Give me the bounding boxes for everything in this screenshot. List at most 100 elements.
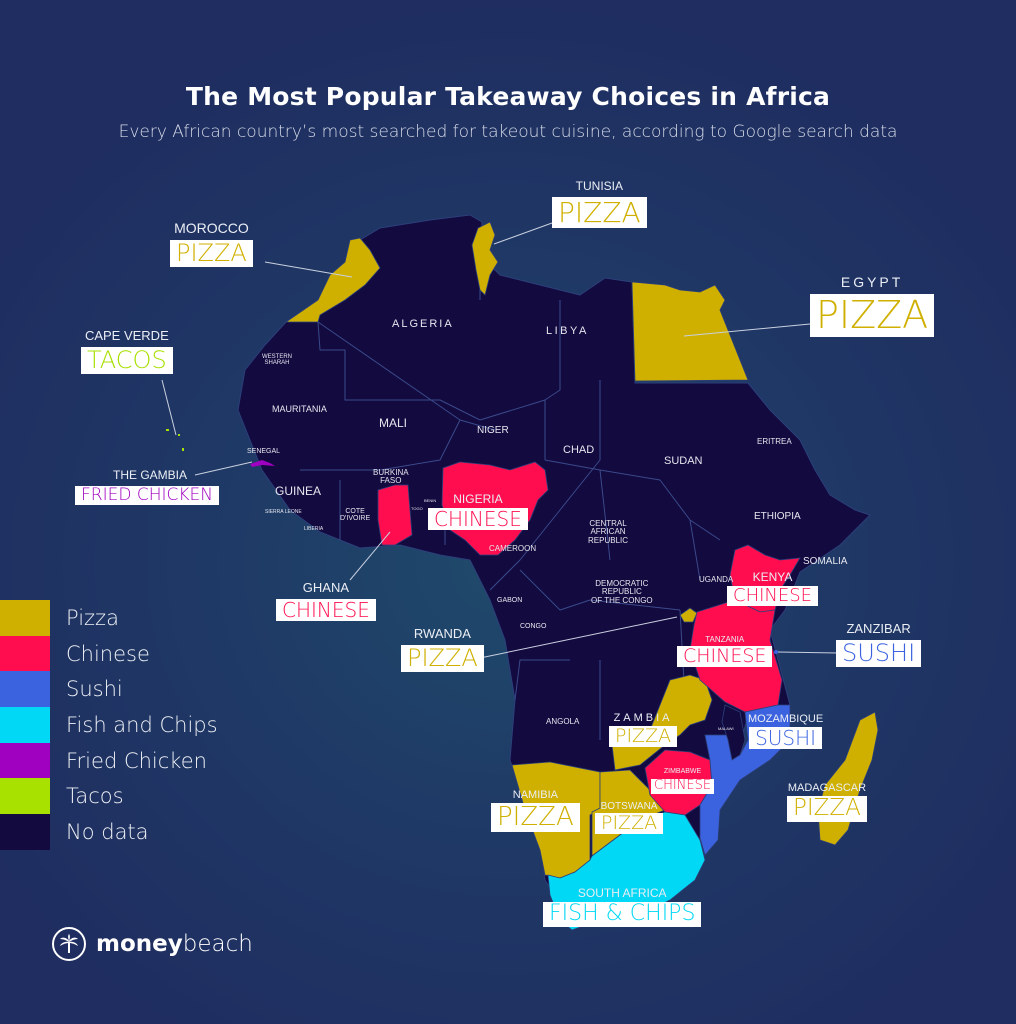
label-libya: LIBYA bbox=[546, 325, 589, 337]
callout-cuisine: PIZZA bbox=[609, 725, 678, 748]
callout-country: KENYA bbox=[752, 570, 793, 584]
label-guinea: GUINEA bbox=[275, 484, 322, 498]
leader-rwanda bbox=[479, 616, 678, 659]
label-senegal: SENEGAL bbox=[247, 448, 281, 455]
legend-item-pizza: Pizza bbox=[0, 599, 218, 636]
callout-country: MOZAMBIQUE bbox=[748, 713, 824, 725]
label-drc: DEMOCRATIC REPUBLIC OF THE CONGO bbox=[591, 579, 653, 605]
logo-wordmark: moneybeach bbox=[96, 931, 253, 957]
label-cote-divoire: COTE D'IVOIRE bbox=[340, 508, 371, 523]
callout-country: CAPE VERDE bbox=[84, 328, 169, 343]
callout-country: MOROCCO bbox=[174, 220, 249, 236]
callout-kenya: KENYA CHINESE bbox=[727, 570, 819, 607]
callout-cuisine: CHINESE bbox=[428, 508, 528, 530]
callout-cuisine: PIZZA bbox=[552, 197, 647, 228]
callout-cuisine: FISH & CHIPS bbox=[543, 901, 702, 927]
legend-item-tacos: Tacos bbox=[0, 778, 218, 815]
legend-label: No data bbox=[66, 819, 149, 844]
legend-swatch bbox=[0, 599, 50, 636]
label-sudan: SUDAN bbox=[664, 455, 703, 467]
leader-cape-verde bbox=[161, 379, 177, 436]
callout-cuisine: SUSHI bbox=[749, 727, 823, 749]
label-togo: TOGO bbox=[411, 506, 423, 511]
legend-swatch bbox=[0, 778, 50, 815]
callout-country: NAMIBIA bbox=[512, 789, 558, 801]
label-algeria: ALGERIA bbox=[392, 318, 454, 330]
callout-country: NIGERIA bbox=[453, 492, 503, 506]
leader-ghana bbox=[349, 531, 391, 581]
callout-mozambique: MOZAMBIQUE SUSHI bbox=[748, 713, 823, 750]
callout-cuisine: SUSHI bbox=[836, 640, 922, 667]
label-sierra-leone: SIERRA LEONE bbox=[265, 509, 302, 515]
callout-tunisia: TUNISIA PIZZA bbox=[552, 179, 647, 228]
legend-swatch bbox=[0, 671, 50, 708]
label-angola: ANGOLA bbox=[546, 717, 580, 726]
callout-nigeria: NIGERIA CHINESE bbox=[428, 492, 528, 531]
callout-rwanda: RWANDA PIZZA bbox=[401, 626, 484, 672]
callout-cape-verde: CAPE VERDE TACOS bbox=[81, 328, 173, 374]
callout-zimbabwe: ZIMBABWE CHINESE bbox=[651, 768, 715, 794]
callout-south-africa: SOUTH AFRICA FISH & CHIPS bbox=[543, 886, 702, 927]
gambia-shape bbox=[250, 460, 275, 467]
callout-country: RWANDA bbox=[413, 626, 471, 641]
callout-country: SOUTH AFRICA bbox=[577, 886, 667, 900]
legend-swatch bbox=[0, 706, 50, 743]
tunisia-shape bbox=[471, 221, 499, 296]
label-gabon: GABON bbox=[497, 597, 523, 604]
callout-cuisine: CHINESE bbox=[276, 599, 376, 621]
label-uganda: UGANDA bbox=[699, 575, 734, 584]
label-mauritania: MAURITANIA bbox=[272, 404, 327, 414]
callout-country: GHANA bbox=[302, 580, 350, 595]
callout-cuisine: PIZZA bbox=[810, 294, 935, 337]
label-liberia: LIBERIA bbox=[304, 526, 324, 532]
rwanda-shape bbox=[679, 607, 698, 623]
callout-cuisine: CHINESE bbox=[677, 645, 773, 668]
callout-country: ZAMBIA bbox=[613, 712, 673, 724]
callout-country: THE GAMBIA bbox=[113, 468, 188, 482]
leader-morocco bbox=[264, 261, 353, 278]
legend-item-fried-chicken: Fried Chicken bbox=[0, 742, 218, 779]
logo-light-text: beach bbox=[182, 931, 253, 957]
label-western-sahara: WESTERN SHARAH bbox=[262, 354, 292, 367]
legend-item-sushi: Sushi bbox=[0, 671, 218, 708]
callout-cuisine: PIZZA bbox=[170, 240, 253, 267]
legend-label: Pizza bbox=[66, 605, 119, 630]
ghana-shape bbox=[377, 484, 413, 546]
logo-bold-text: money bbox=[96, 931, 183, 957]
legend-swatch bbox=[0, 813, 50, 850]
callout-country: TANZANIA bbox=[705, 635, 745, 644]
page-subtitle: Every African country’s most searched fo… bbox=[118, 122, 898, 142]
leader-egypt bbox=[683, 323, 811, 337]
label-mali: MALI bbox=[379, 416, 408, 430]
legend-item-chinese: Chinese bbox=[0, 635, 218, 672]
label-cameroon: CAMEROON bbox=[489, 544, 537, 553]
legend-label: Sushi bbox=[66, 677, 123, 702]
leader-gambia bbox=[194, 461, 253, 476]
zanzibar-shape bbox=[774, 650, 778, 654]
legend-label: Chinese bbox=[66, 641, 150, 666]
legend-item-no-data: No data bbox=[0, 813, 218, 850]
label-benin: BENIN bbox=[424, 498, 437, 503]
callout-cuisine: TACOS bbox=[81, 347, 173, 374]
page-title: The Most Popular Takeaway Choices in Afr… bbox=[185, 82, 831, 111]
callout-cuisine: PIZZA bbox=[787, 795, 867, 822]
label-burkina-faso: BURKINA FASO bbox=[373, 468, 409, 486]
label-chad: CHAD bbox=[563, 444, 595, 456]
callout-country: ZIMBABWE bbox=[663, 768, 702, 775]
callout-gambia: THE GAMBIA FRIED CHICKEN bbox=[75, 468, 219, 506]
callout-zambia: ZAMBIA PIZZA bbox=[609, 712, 678, 748]
callout-cuisine: PIZZA bbox=[401, 645, 484, 672]
callout-madagascar: MADAGASCAR PIZZA bbox=[787, 782, 867, 822]
malawi-shape bbox=[721, 704, 746, 761]
legend-label: Tacos bbox=[66, 784, 124, 809]
callout-botswana: BOTSWANA PIZZA bbox=[595, 801, 664, 835]
label-niger: NIGER bbox=[477, 425, 509, 436]
callout-country: TUNISIA bbox=[575, 179, 623, 193]
callout-cuisine: PIZZA bbox=[595, 812, 664, 835]
leader-zanzibar bbox=[777, 651, 839, 654]
label-eritrea: ERITREA bbox=[757, 437, 792, 446]
callout-namibia: NAMIBIA PIZZA bbox=[491, 789, 580, 833]
cape-verde-shape bbox=[166, 429, 184, 451]
callout-cuisine: FRIED CHICKEN bbox=[75, 485, 219, 506]
label-ethiopia: ETHIOPIA bbox=[754, 511, 801, 522]
